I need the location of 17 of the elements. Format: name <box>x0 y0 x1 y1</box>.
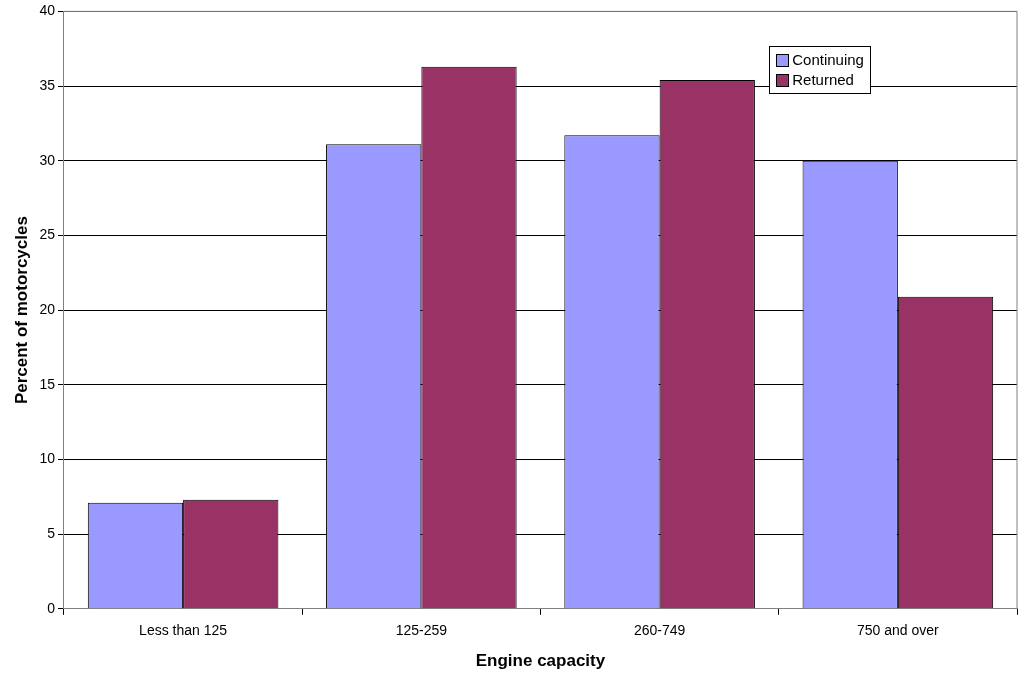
x-tick-label: 125-259 <box>395 622 448 639</box>
y-tick-label: 0 <box>47 599 56 616</box>
x-axis-title: Engine capacity <box>475 651 606 671</box>
y-tick-label: 30 <box>39 151 56 168</box>
legend-label: Continuing <box>792 50 864 71</box>
x-tick-label: Less than 125 <box>139 622 228 639</box>
y-tick-label: 20 <box>39 300 56 317</box>
x-tick-label: 260-749 <box>633 622 686 639</box>
y-tick-label: 25 <box>39 226 56 243</box>
y-tick-label: 15 <box>39 375 56 392</box>
y-axis-title: Percent of motorcycles <box>11 216 31 405</box>
y-tick-label: 10 <box>39 450 56 467</box>
y-tick-label: 5 <box>47 524 56 541</box>
y-tick-label: 40 <box>39 2 56 19</box>
legend-label: Returned <box>792 70 854 91</box>
y-tick-label: 35 <box>39 76 56 93</box>
x-tick-label: 750 and over <box>857 622 940 639</box>
